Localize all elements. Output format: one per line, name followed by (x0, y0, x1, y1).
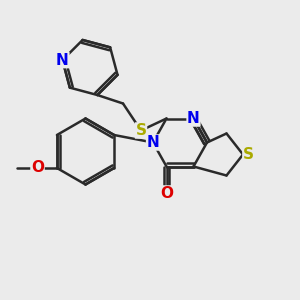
Text: N: N (147, 135, 159, 150)
Text: S: S (243, 147, 254, 162)
Text: N: N (187, 111, 200, 126)
Text: N: N (56, 52, 69, 68)
Text: O: O (31, 160, 44, 175)
Text: O: O (160, 186, 173, 201)
Text: S: S (136, 123, 146, 138)
